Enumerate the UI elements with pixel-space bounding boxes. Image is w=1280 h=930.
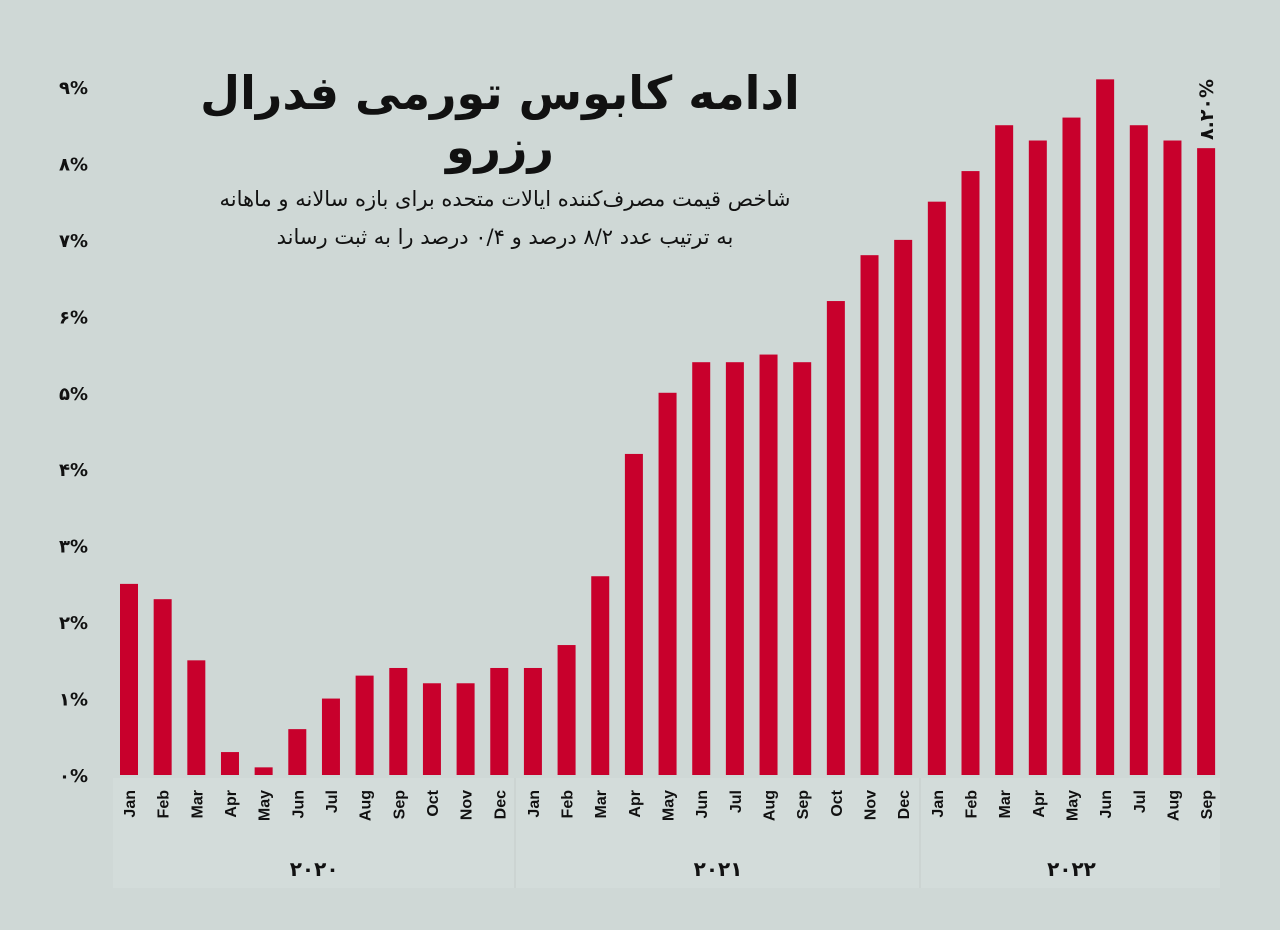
bar [624, 453, 643, 775]
bar [725, 362, 744, 775]
y-tick-label: ۱% [59, 690, 88, 711]
y-tick-label: ۴% [59, 460, 88, 481]
x-tick-label: Feb [560, 790, 577, 819]
bar [1096, 79, 1115, 776]
x-tick-label: Aug [1165, 790, 1182, 821]
bar [658, 392, 677, 775]
x-tick-label: Oct [425, 789, 442, 816]
x-tick-label: Aug [762, 790, 779, 821]
x-tick-label: Sep [795, 790, 812, 820]
bar [1163, 140, 1182, 775]
subtitle-line: شاخص قیمت مصرف‌کننده ایالات متحده برای ب… [219, 187, 791, 211]
bar [1062, 117, 1081, 776]
y-tick-label: ۶% [59, 307, 88, 328]
bar [355, 675, 374, 775]
bar [389, 667, 408, 775]
y-tick-label: ۳% [59, 537, 88, 558]
bar [456, 683, 475, 775]
x-tick-label: May [1064, 790, 1081, 821]
bar [591, 576, 610, 775]
bar [1197, 148, 1216, 776]
x-tick-label: Apr [223, 790, 240, 818]
bar [523, 667, 542, 775]
bar [490, 667, 509, 775]
bar [793, 362, 812, 775]
y-tick-label: ۸% [59, 154, 88, 175]
x-axis-band [113, 778, 1220, 888]
bar [759, 354, 778, 775]
bar [961, 171, 980, 776]
x-tick-label: Jul [324, 790, 341, 813]
bar [894, 239, 913, 775]
x-tick-label: Apr [1031, 790, 1048, 818]
bar [321, 698, 340, 775]
x-tick-label: Apr [627, 790, 644, 818]
x-tick-label: Nov [459, 790, 476, 820]
bar [254, 767, 273, 775]
bar [995, 125, 1014, 775]
x-tick-label: Feb [964, 790, 981, 819]
bar [1028, 140, 1047, 775]
bar [153, 599, 172, 775]
x-tick-label: Aug [358, 790, 375, 821]
year-label: ۲۰۲۲ [1047, 857, 1096, 881]
x-tick-label: Jan [526, 790, 543, 818]
bar [826, 301, 845, 775]
subtitle-line: به ترتیب عدد ۸/۲ درصد و ۰/۴ درصد را به ث… [276, 225, 734, 249]
x-tick-label: Mar [593, 790, 610, 818]
bar [120, 583, 138, 775]
x-tick-label: Jul [728, 790, 745, 813]
chart-subtitle: شاخص قیمت مصرف‌کننده ایالات متحده برای ب… [150, 180, 860, 256]
x-tick-label: Sep [1199, 790, 1216, 820]
chart-title: ادامه کابوس تورمی فدرال رزرو [200, 66, 800, 174]
bar [860, 255, 879, 775]
x-tick-label: Dec [492, 790, 509, 819]
x-tick-label: May [661, 790, 678, 821]
x-tick-label: Mar [997, 790, 1014, 818]
y-tick-label: ۰% [59, 766, 88, 787]
x-tick-label: Jan [122, 790, 139, 818]
bar [557, 645, 576, 775]
x-tick-label: Feb [156, 790, 173, 819]
bar [422, 683, 441, 775]
x-tick-label: Jul [1132, 790, 1149, 813]
bar [927, 201, 946, 775]
bar [1129, 125, 1148, 775]
bar [220, 752, 239, 775]
bar [187, 660, 206, 775]
bar [288, 729, 307, 775]
y-tick-label: ۷% [59, 231, 88, 252]
x-tick-label: Sep [391, 790, 408, 820]
x-tick-label: Jun [290, 790, 307, 818]
year-label: ۲۰۲۱ [694, 857, 743, 881]
x-tick-label: Jan [930, 790, 947, 818]
x-tick-label: Dec [896, 790, 913, 819]
year-label: ۲۰۲۰ [290, 857, 339, 881]
value-annotation: ۸.۲۰% [1196, 79, 1218, 140]
x-tick-label: May [257, 790, 274, 821]
y-tick-label: ۵% [59, 384, 88, 405]
x-tick-label: Nov [863, 790, 880, 820]
x-tick-label: Jun [694, 790, 711, 818]
y-tick-label: ۹% [59, 78, 88, 99]
x-tick-label: Jun [1098, 790, 1115, 818]
x-tick-label: Oct [829, 789, 846, 816]
y-tick-label: ۲% [59, 613, 88, 634]
bar [692, 362, 711, 775]
x-tick-label: Mar [189, 790, 206, 818]
